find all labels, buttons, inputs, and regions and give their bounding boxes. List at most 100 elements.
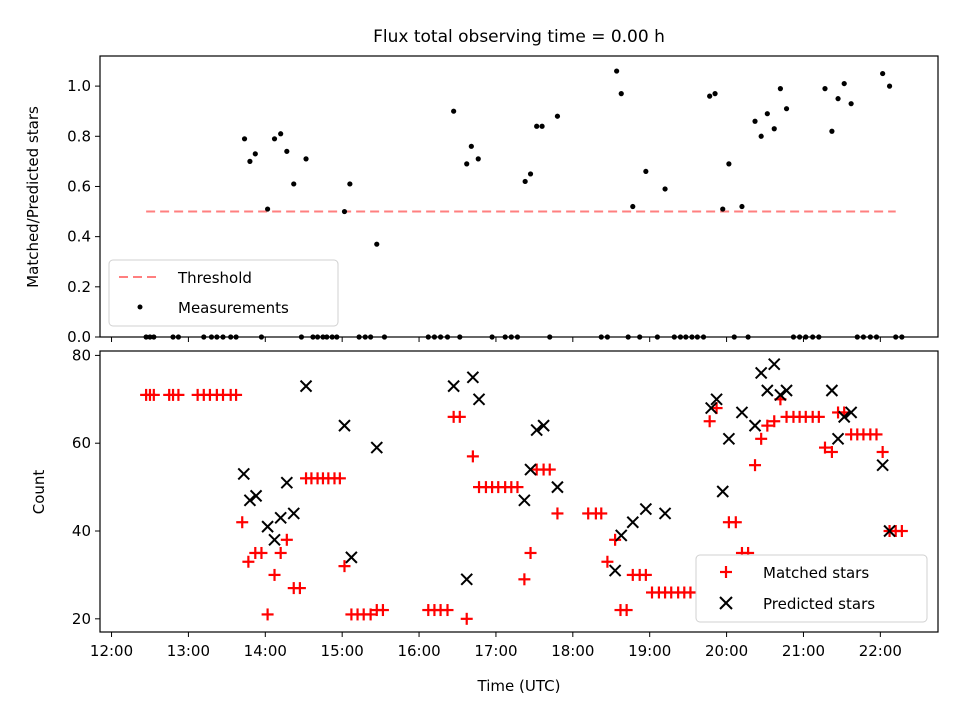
chart-title: Flux total observing time = 0.00 h xyxy=(373,27,665,47)
predicted-star-point xyxy=(831,432,845,446)
top-plot-frame xyxy=(99,55,939,338)
predicted-star-point xyxy=(268,533,281,547)
matched-star-point xyxy=(729,516,742,529)
matched-star-point xyxy=(147,388,160,401)
predicted-star-point xyxy=(704,401,718,415)
matched-star-point xyxy=(376,604,389,617)
measurement-point xyxy=(527,171,534,177)
predicted-star-point xyxy=(524,463,537,476)
bottom-axis-ticks: 20 40 60 80 12:00 13:00 14:00 15:00 16:00 17:00 18… xyxy=(72,346,902,660)
measurement-point xyxy=(886,83,893,89)
measurement-point xyxy=(764,111,770,117)
top-legend-box xyxy=(108,259,339,327)
predicted-star-points xyxy=(237,357,896,586)
predicted-star-point xyxy=(274,511,287,525)
predicted-star-point xyxy=(299,379,313,393)
predicted-star-point xyxy=(537,419,550,432)
measurement-point xyxy=(241,136,248,142)
bottom-panel: 20 40 60 80 12:00 13:00 14:00 15:00 16:00 17:00 18… xyxy=(30,346,939,695)
predicted-star-point xyxy=(530,423,543,437)
predicted-star-point xyxy=(722,432,736,446)
y-tick-label: 40 xyxy=(72,522,91,540)
measurement-point xyxy=(554,113,561,119)
predicted-star-point xyxy=(472,393,486,406)
predicted-star-point xyxy=(883,524,896,538)
predicted-star-point xyxy=(608,564,622,577)
measurement-point xyxy=(291,181,297,187)
x-axis-label: Time (UTC) xyxy=(477,677,561,695)
top-panel: 0.0 0.2 0.4 0.6 0.8 1.0 Matched/Predicted sta… xyxy=(24,55,939,346)
predicted-star-point xyxy=(280,476,294,489)
matched-star-point xyxy=(460,612,473,625)
measurement-point xyxy=(284,148,290,154)
measurement-point xyxy=(303,156,309,162)
matched-star-point xyxy=(441,604,454,617)
bottom-y-axis-label: Count xyxy=(30,470,48,515)
matched-star-point xyxy=(511,481,524,494)
measurement-point xyxy=(841,80,847,87)
x-tick-label: 13:00 xyxy=(167,642,210,660)
measurement-point xyxy=(630,203,636,210)
measurement-point xyxy=(265,206,271,212)
predicted-star-point xyxy=(261,520,274,533)
matched-star-point xyxy=(518,573,531,586)
matched-star-point xyxy=(620,604,633,617)
x-tick-label: 12:00 xyxy=(90,642,133,660)
matched-star-point xyxy=(338,560,351,573)
predicted-star-point xyxy=(837,410,851,424)
measurement-point xyxy=(662,186,668,192)
x-tick-label: 14:00 xyxy=(244,642,287,660)
top-y-axis-label: Matched/Predicted stars xyxy=(24,106,42,288)
y-tick-label: 0.8 xyxy=(67,127,91,145)
measurement-point xyxy=(522,178,528,185)
measurement-point xyxy=(468,143,474,149)
y-tick-label: 0.6 xyxy=(67,177,91,195)
matched-star-point xyxy=(895,525,908,538)
measurement-point xyxy=(614,68,620,74)
matched-star-point xyxy=(364,608,377,621)
measurement-point xyxy=(341,208,348,215)
matched-star-point xyxy=(755,432,768,445)
measurement-point xyxy=(783,106,790,112)
predicted-star-point xyxy=(658,507,672,520)
predicted-star-point xyxy=(345,551,358,564)
x-tick-label: 16:00 xyxy=(397,642,440,660)
matched-star-point xyxy=(524,546,537,559)
matched-star-point xyxy=(274,546,287,559)
matched-star-point xyxy=(818,441,831,454)
x-tick-label: 19:00 xyxy=(628,642,671,660)
predicted-star-point xyxy=(639,502,653,516)
predicted-star-point xyxy=(780,384,793,397)
predicted-star-point xyxy=(518,494,531,507)
measurement-point xyxy=(726,161,732,167)
matched-star-point xyxy=(543,463,556,476)
predicted-star-point xyxy=(876,458,889,472)
measurement-point xyxy=(752,118,758,124)
matched-star-point xyxy=(825,445,838,458)
y-tick-label: 0.4 xyxy=(67,228,91,246)
matched-star-points xyxy=(140,388,908,625)
predicted-star-point xyxy=(551,480,564,494)
matched-star-point xyxy=(242,555,255,568)
predicted-star-point xyxy=(615,529,628,542)
x-tick-label: 20:00 xyxy=(705,642,748,660)
measurement-point xyxy=(720,206,726,212)
measurement-point xyxy=(758,133,764,139)
matched-star-point xyxy=(280,533,293,546)
measurement-point xyxy=(712,91,718,97)
measurement-point xyxy=(278,131,284,137)
matched-star-point xyxy=(601,555,614,568)
measurement-point xyxy=(247,158,253,164)
predicted-star-point xyxy=(447,379,460,393)
predicted-star-point xyxy=(460,573,473,586)
predicted-star-point xyxy=(626,516,639,529)
top-legend: Threshold Measurements xyxy=(108,259,339,327)
matched-star-point xyxy=(812,410,825,423)
measurement-point xyxy=(829,128,835,134)
bottom-legend: Matched stars Predicted stars xyxy=(695,554,928,623)
predicted-star-point xyxy=(287,507,300,520)
measurement-point xyxy=(777,86,783,92)
matched-star-point xyxy=(639,568,652,581)
predicted-star-point xyxy=(370,441,383,454)
predicted-star-point xyxy=(825,384,839,397)
